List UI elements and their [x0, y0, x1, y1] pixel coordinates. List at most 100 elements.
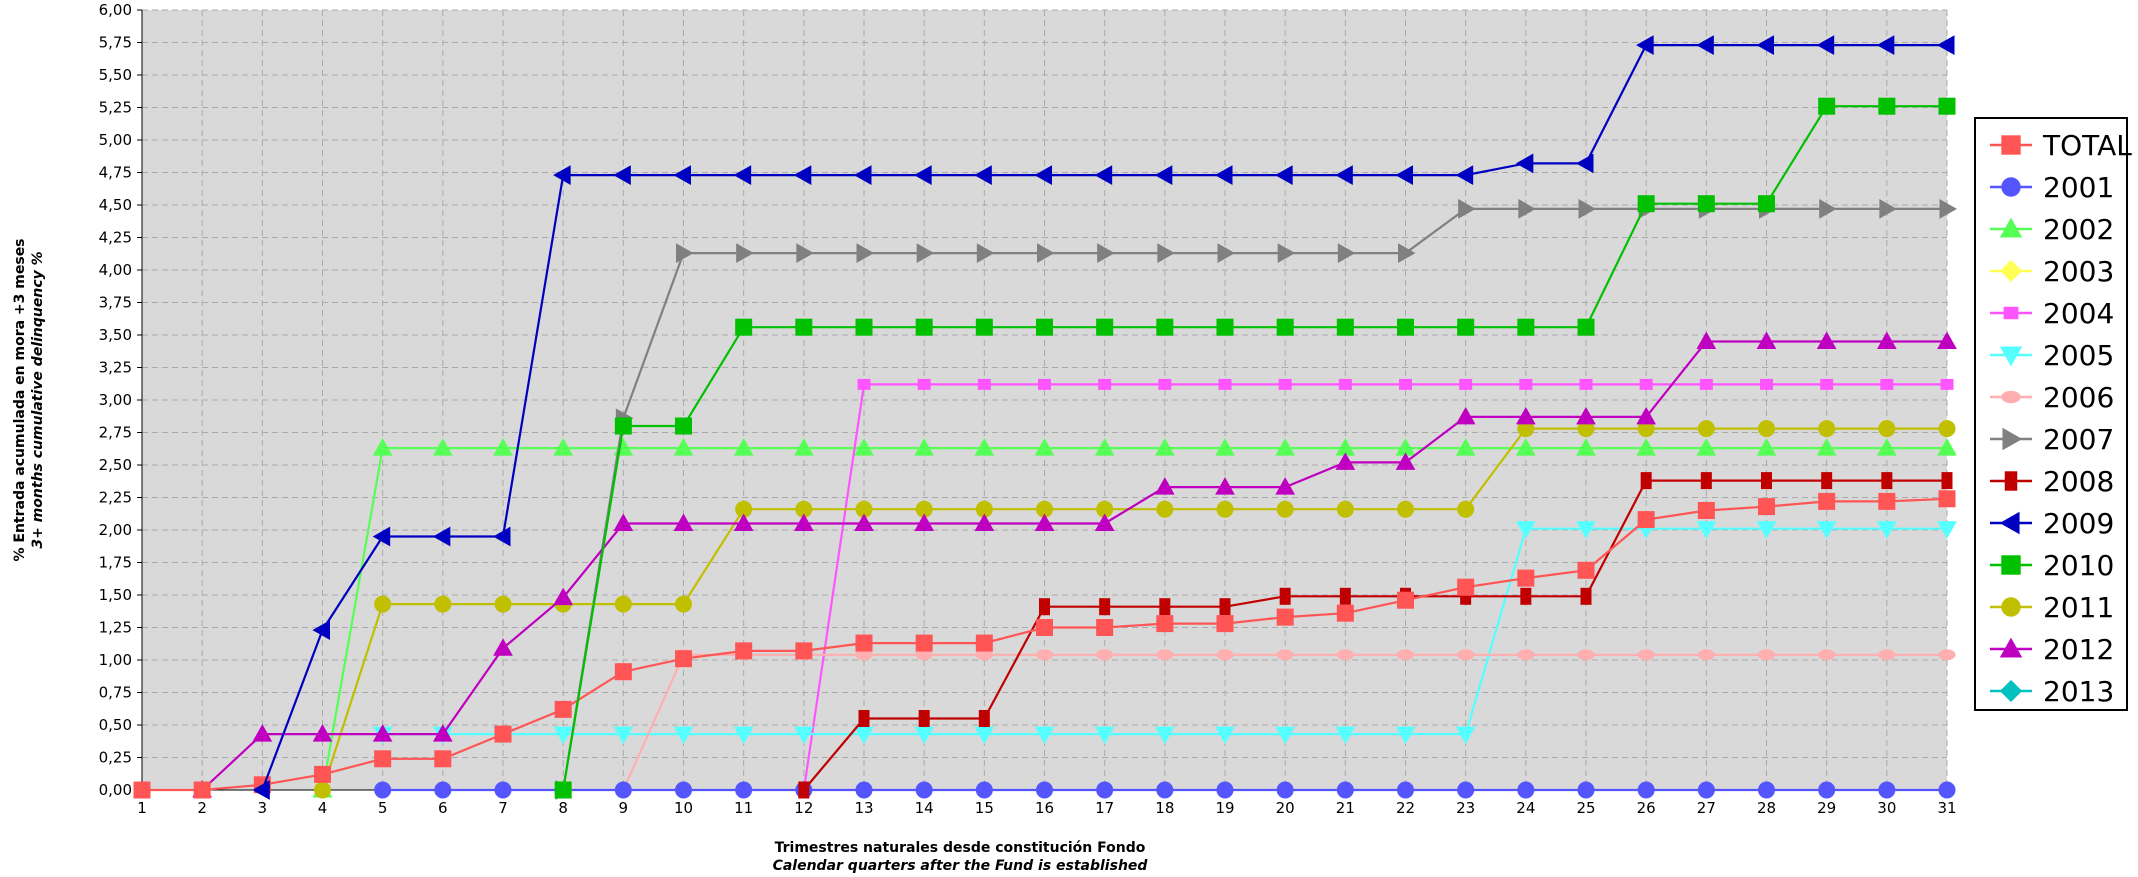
data-point	[1520, 587, 1532, 605]
data-point	[1756, 35, 1774, 55]
data-point	[1219, 598, 1231, 616]
data-point	[1878, 781, 1896, 799]
legend-item: 2013	[1990, 675, 2114, 708]
data-point	[1816, 35, 1835, 55]
data-point	[1338, 378, 1352, 390]
data-point	[1878, 492, 1896, 510]
data-point	[1696, 521, 1717, 539]
y-tick-label: 1,75	[99, 554, 132, 572]
data-point	[1278, 378, 1292, 390]
data-point	[434, 595, 452, 613]
data-point	[1636, 438, 1657, 456]
data-point	[673, 726, 694, 745]
data-point	[1639, 378, 1653, 390]
data-point	[1335, 452, 1356, 470]
data-point	[1094, 513, 1115, 531]
data-point	[914, 438, 935, 456]
x-tick-label: 28	[1757, 799, 1776, 817]
data-point	[1276, 649, 1294, 661]
legend-item: 2007	[1990, 423, 2114, 456]
data-point	[1154, 165, 1173, 185]
data-point	[795, 642, 813, 660]
data-point	[1457, 318, 1475, 336]
series-line	[562, 105, 1947, 791]
y-tick-label: 2,75	[99, 424, 132, 442]
data-point	[1277, 243, 1296, 263]
data-point	[856, 243, 875, 263]
data-point	[1156, 318, 1174, 336]
legend-label: 2002	[2043, 213, 2114, 246]
data-point	[492, 526, 511, 547]
x-tick-label: 4	[318, 799, 328, 817]
data-point	[1761, 472, 1772, 490]
data-point	[1154, 477, 1175, 495]
data-point	[1880, 378, 1894, 390]
series-line	[802, 383, 1947, 791]
data-point	[432, 526, 451, 547]
data-point	[1878, 420, 1896, 438]
data-point	[1397, 781, 1414, 799]
data-point	[1818, 420, 1836, 438]
x-tick-label: 29	[1817, 799, 1836, 817]
data-point	[1756, 521, 1777, 539]
legend-box	[1974, 117, 2128, 711]
data-point	[1878, 97, 1896, 115]
data-point	[1275, 726, 1296, 745]
data-point	[976, 243, 995, 263]
series-2004	[797, 378, 1954, 796]
data-point	[1876, 35, 1895, 55]
data-point	[1457, 781, 1475, 799]
data-point	[1037, 243, 1055, 263]
data-point	[1455, 406, 1476, 425]
legend-item: 2001	[1990, 171, 2114, 204]
data-point	[1637, 195, 1655, 213]
data-point	[554, 700, 572, 718]
data-point	[1216, 615, 1234, 633]
y-tick-label: 3,50	[99, 326, 132, 344]
series-line	[201, 340, 1947, 791]
x-tick-label: 20	[1276, 799, 1295, 817]
data-point	[915, 318, 933, 336]
data-point	[853, 165, 872, 185]
data-point	[1156, 781, 1174, 799]
y-tick-label: 4,00	[99, 261, 132, 279]
data-point	[915, 781, 933, 799]
data-point	[1879, 199, 1897, 219]
data-point	[1580, 587, 1592, 605]
legend-label: 2008	[2043, 465, 2114, 498]
data-point	[914, 513, 935, 531]
y-tick-label: 2,00	[99, 521, 132, 539]
data-point	[855, 634, 873, 652]
data-point	[1515, 406, 1536, 425]
data-point	[854, 513, 874, 531]
data-point	[613, 165, 631, 185]
data-point	[1038, 378, 1051, 390]
data-point	[1937, 521, 1957, 539]
data-point	[1457, 649, 1475, 661]
data-point	[1279, 587, 1291, 605]
data-point	[372, 438, 393, 456]
data-point	[1578, 199, 1597, 219]
data-point	[1154, 726, 1175, 745]
data-point	[1158, 378, 1172, 390]
data-point	[432, 724, 453, 742]
data-point	[554, 781, 572, 799]
x-tick-label: 5	[378, 799, 388, 817]
data-point	[1336, 649, 1354, 661]
data-point	[432, 438, 453, 456]
data-point	[2001, 390, 2021, 404]
data-point	[1515, 438, 1536, 456]
data-point	[1215, 438, 1235, 456]
data-point	[434, 750, 452, 768]
data-point	[798, 781, 810, 799]
data-point	[1395, 726, 1416, 745]
legend-item: 2009	[1990, 507, 2114, 540]
data-point	[1756, 438, 1777, 456]
data-point	[1519, 378, 1533, 390]
data-point	[974, 438, 995, 456]
data-point	[1876, 331, 1897, 349]
data-point	[1216, 318, 1234, 336]
data-point	[854, 726, 874, 745]
data-point	[1699, 378, 1713, 390]
data-point	[1157, 243, 1175, 263]
